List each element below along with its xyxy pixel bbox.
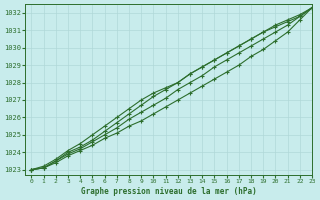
X-axis label: Graphe pression niveau de la mer (hPa): Graphe pression niveau de la mer (hPa) bbox=[81, 187, 257, 196]
